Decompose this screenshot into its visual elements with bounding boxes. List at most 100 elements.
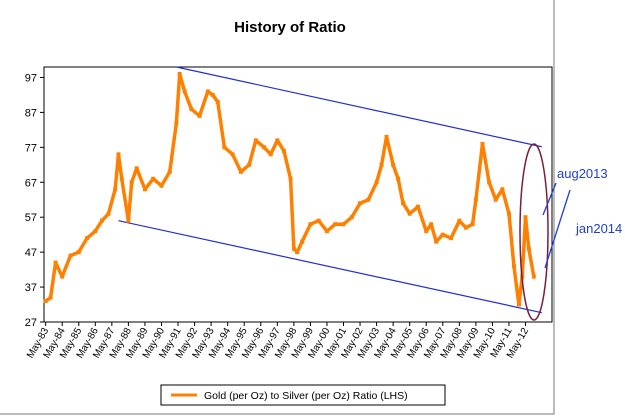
data-point: [68, 253, 73, 258]
data-point: [316, 218, 321, 223]
data-point: [470, 222, 475, 227]
data-point: [480, 141, 485, 146]
trend-line: [176, 66, 542, 148]
annotation-aug2013: aug2013: [557, 166, 608, 181]
y-tick-label: 87: [25, 107, 37, 119]
legend-label: Gold (per Oz) to Silver (per Oz) Ratio (…: [204, 390, 408, 402]
data-point: [526, 246, 531, 251]
data-point: [129, 180, 134, 185]
data-point: [308, 222, 313, 227]
annotation-arrow-aug2013: [542, 182, 557, 216]
data-point: [463, 225, 468, 230]
highlight-ellipse: [519, 143, 549, 321]
data-point: [205, 89, 210, 94]
data-point: [523, 215, 528, 220]
data-point: [358, 201, 363, 206]
data-point: [391, 162, 396, 167]
data-point: [215, 99, 220, 104]
y-tick-label: 57: [25, 212, 37, 224]
data-point: [291, 246, 296, 251]
data-point: [434, 239, 439, 244]
data-point: [222, 145, 227, 150]
data-point: [177, 71, 182, 76]
data-point: [531, 274, 536, 279]
data-point: [341, 222, 346, 227]
data-point: [189, 106, 194, 111]
data-point: [76, 250, 81, 255]
data-point: [366, 197, 371, 202]
data-point: [415, 204, 420, 209]
data-point: [247, 162, 252, 167]
annotation-jan2014: jan2014: [575, 221, 622, 236]
y-tick-label: 97: [25, 72, 37, 84]
data-point: [151, 176, 156, 181]
data-point: [142, 187, 147, 192]
data-point: [401, 201, 406, 206]
data-point: [253, 138, 258, 143]
data-point: [106, 211, 111, 216]
data-point: [511, 264, 516, 269]
data-point: [126, 218, 131, 223]
data-point: [48, 295, 53, 300]
data-point: [113, 187, 118, 192]
data-point: [449, 236, 454, 241]
annotation-arrow-jan2014: [544, 189, 571, 269]
data-point: [159, 183, 164, 188]
legend: Gold (per Oz) to Silver (per Oz) Ratio (…: [160, 384, 446, 406]
data-point: [429, 222, 434, 227]
data-point: [262, 145, 267, 150]
data-point: [506, 211, 511, 216]
data-point: [300, 239, 305, 244]
legend-box: [160, 384, 446, 406]
data-point: [440, 232, 445, 237]
data-point: [53, 260, 58, 265]
series-layer: [43, 71, 536, 307]
plot-area: [43, 66, 553, 323]
y-tick-label: 37: [25, 282, 37, 294]
y-tick-label: 47: [25, 247, 37, 259]
data-point: [99, 218, 104, 223]
data-point: [396, 176, 401, 181]
data-point: [500, 187, 505, 192]
trend-line: [118, 220, 542, 314]
data-point: [167, 169, 172, 174]
data-point: [60, 274, 65, 279]
data-point: [487, 180, 492, 185]
data-point: [333, 222, 338, 227]
data-point: [174, 120, 179, 125]
data-point: [230, 152, 235, 157]
data-point: [424, 229, 429, 234]
data-point: [119, 176, 124, 181]
data-point: [275, 138, 280, 143]
data-point: [374, 180, 379, 185]
data-point: [288, 176, 293, 181]
data-point: [379, 162, 384, 167]
data-point: [295, 250, 300, 255]
data-point: [197, 113, 202, 118]
y-tick-label: 77: [25, 142, 37, 154]
data-point: [116, 152, 121, 157]
data-point: [43, 299, 48, 304]
y-axis: 27 37 47 57 67 77 87 97: [25, 72, 44, 329]
data-point: [384, 134, 389, 139]
data-point: [134, 166, 139, 171]
data-point: [182, 89, 187, 94]
y-tick-label: 27: [25, 317, 37, 329]
data-point: [407, 211, 412, 216]
chart-title: History of Ratio: [234, 19, 346, 36]
data-point: [93, 229, 98, 234]
data-point: [349, 215, 354, 220]
data-point: [473, 197, 478, 202]
data-point: [516, 302, 521, 307]
y-tick-label: 67: [25, 177, 37, 189]
data-point: [210, 92, 215, 97]
data-point: [268, 152, 273, 157]
data-point: [238, 169, 243, 174]
data-point: [493, 197, 498, 202]
data-point: [457, 218, 462, 223]
data-point: [281, 148, 286, 153]
data-point: [85, 236, 90, 241]
data-point: [324, 229, 329, 234]
trend-lines: [118, 66, 542, 314]
